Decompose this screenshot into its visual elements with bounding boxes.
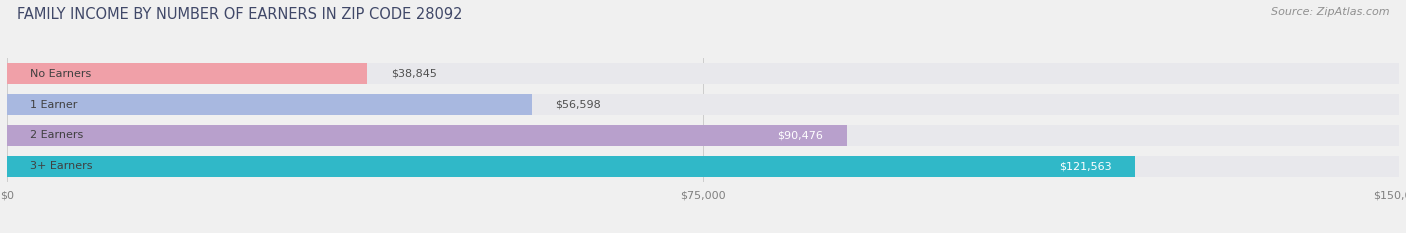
Text: No Earners: No Earners	[31, 69, 91, 79]
Bar	[7, 94, 1399, 115]
Bar	[7, 156, 1399, 177]
Bar	[7, 94, 533, 115]
Text: 2 Earners: 2 Earners	[31, 130, 83, 140]
Text: 1 Earner: 1 Earner	[31, 99, 77, 110]
Bar	[7, 156, 1135, 177]
Text: 3+ Earners: 3+ Earners	[31, 161, 93, 171]
Text: Source: ZipAtlas.com: Source: ZipAtlas.com	[1271, 7, 1389, 17]
Bar	[7, 63, 1399, 84]
Text: $121,563: $121,563	[1059, 161, 1112, 171]
Bar	[7, 63, 367, 84]
Text: $38,845: $38,845	[391, 69, 437, 79]
Text: $90,476: $90,476	[778, 130, 824, 140]
Bar	[7, 125, 846, 146]
Text: FAMILY INCOME BY NUMBER OF EARNERS IN ZIP CODE 28092: FAMILY INCOME BY NUMBER OF EARNERS IN ZI…	[17, 7, 463, 22]
Bar	[7, 125, 1399, 146]
Text: $56,598: $56,598	[555, 99, 602, 110]
